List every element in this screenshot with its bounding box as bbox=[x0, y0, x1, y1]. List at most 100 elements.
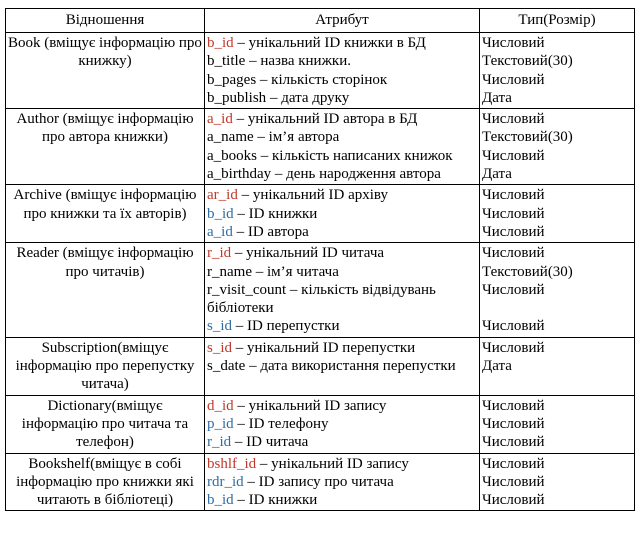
attribute-line: p_id – ID телефону bbox=[207, 415, 477, 433]
type-value: Числовий bbox=[482, 245, 545, 262]
type-cell: Числовий Числовий Числовий bbox=[479, 452, 635, 512]
type-cell: Числовий Числовий Числовий bbox=[479, 184, 635, 244]
type-value: Текстовий(30) bbox=[482, 129, 573, 146]
attribute-description: – ID перепустки bbox=[232, 318, 340, 335]
relation-cell: Author (вміщує інформацію про автора кни… bbox=[5, 108, 205, 186]
attribute-line: rdr_id – ID запису про читача bbox=[207, 473, 477, 491]
header-row: Відношення Атрибут Тип(Розмір) bbox=[5, 8, 635, 33]
attribute-description: – ім’я читача bbox=[251, 263, 339, 280]
type-value: Числовий bbox=[482, 455, 545, 472]
header-relation: Відношення bbox=[5, 8, 205, 33]
attribute-description: – унікальний ID архіву bbox=[237, 187, 389, 204]
relation-cell: Dictionary(вміщує інформацію про читача … bbox=[5, 394, 205, 454]
attribute-cell: bshlf_id – унікальний ID запису rdr_id – … bbox=[204, 452, 480, 512]
attribute-line: bshlf_id – унікальний ID запису bbox=[207, 455, 477, 473]
attribute-description: – ID книжки bbox=[233, 492, 318, 509]
attribute-cell: d_id – унікальний ID запису p_id – ID тел… bbox=[204, 394, 480, 454]
attribute-description: – унікальний ID запису bbox=[233, 397, 387, 414]
primary-key-name: r_id bbox=[207, 245, 232, 262]
table-row: Dictionary(вміщує інформацію про читача … bbox=[5, 394, 635, 454]
attribute-line: b_id – ID книжки bbox=[207, 491, 477, 509]
type-value: Дата bbox=[482, 358, 512, 375]
type-value: Числовий bbox=[482, 281, 545, 298]
attribute-line: a_name – ім’я автора bbox=[207, 128, 477, 146]
wrap-spacer bbox=[482, 299, 632, 317]
primary-key-name: a_id bbox=[207, 111, 233, 128]
primary-key-name: s_id bbox=[207, 339, 233, 356]
schema-table: Відношення Атрибут Тип(Розмір) Book (вмі… bbox=[5, 8, 635, 512]
attribute-cell: ar_id – унікальний ID архіву b_id – ID кн… bbox=[204, 184, 480, 244]
attribute-line: s_id – ID перепустки bbox=[207, 317, 477, 335]
attribute-name: b_title bbox=[207, 53, 246, 70]
attribute-line: a_id – унікальний ID автора в БД bbox=[207, 110, 477, 128]
attribute-cell: a_id – унікальний ID автора в БД a_name –… bbox=[204, 108, 480, 186]
foreign-key-name: p_id bbox=[207, 415, 234, 432]
attribute-line: a_id – ID автора bbox=[207, 223, 477, 241]
header-type: Тип(Розмір) bbox=[479, 8, 635, 33]
foreign-key-name: s_id bbox=[207, 318, 233, 335]
attribute-description: – унікальний ID запису bbox=[256, 455, 409, 472]
table-row: Book (вміщує інформацію про книжку) b_id … bbox=[5, 31, 635, 110]
attribute-description: – унікальний ID читача bbox=[231, 245, 385, 262]
header-attribute: Атрибут bbox=[204, 8, 480, 33]
attribute-line: s_id – унікальний ID перепустки bbox=[207, 339, 477, 357]
attribute-name: a_books bbox=[207, 147, 257, 164]
attribute-cell: s_id – унікальний ID перепустки s_date – … bbox=[204, 336, 480, 396]
type-value: Текстовий(30) bbox=[482, 263, 573, 280]
attribute-line: b_id – унікальний ID книжки в БД bbox=[207, 34, 477, 52]
type-cell: Числовий Дата bbox=[479, 336, 635, 396]
attribute-description: – кількість написаних книжок bbox=[257, 147, 453, 164]
relation-cell: Bookshelf(вміщує в собі інформацію про к… bbox=[5, 452, 205, 512]
attribute-description: – ID автора bbox=[232, 223, 309, 240]
attribute-name: a_name bbox=[207, 129, 254, 146]
primary-key-name: ar_id bbox=[207, 187, 238, 204]
type-value: Числовий bbox=[482, 71, 545, 88]
attribute-description: – унікальний ID перепустки bbox=[232, 339, 416, 356]
attribute-description: – унікальний ID книжки в БД bbox=[233, 35, 426, 51]
type-value: Числовий bbox=[482, 415, 545, 432]
attribute-name: r_visit_count bbox=[207, 281, 287, 298]
table-row: Author (вміщує інформацію про автора кни… bbox=[5, 108, 635, 186]
attribute-line: a_birthday – день народження автора bbox=[207, 165, 477, 183]
type-value: Числовий bbox=[482, 35, 545, 51]
foreign-key-name: b_id bbox=[207, 492, 234, 509]
attribute-description: – ім’я автора bbox=[253, 129, 340, 146]
relation-cell: Subscription(вміщує інформацію про переп… bbox=[5, 336, 205, 396]
type-value: Числовий bbox=[482, 147, 545, 164]
attribute-name: b_publish bbox=[207, 89, 267, 106]
schema-body: Book (вміщує інформацію про книжку) b_id … bbox=[5, 31, 635, 512]
attribute-description: – дата використання перепустки bbox=[245, 358, 456, 375]
foreign-key-name: rdr_id bbox=[207, 473, 244, 490]
type-value: Числовий bbox=[482, 339, 545, 356]
attribute-line: r_name – ім’я читача bbox=[207, 263, 477, 281]
attribute-name: b_pages bbox=[207, 71, 257, 88]
type-value: Числовий bbox=[482, 187, 545, 204]
attribute-description: – назва книжки. bbox=[245, 53, 352, 70]
attribute-line: b_id – ID книжки bbox=[207, 205, 477, 223]
foreign-key-name: r_id bbox=[207, 434, 232, 451]
attribute-description: – кількість відвідувань бібліотеки bbox=[207, 281, 436, 317]
attribute-line: b_pages – кількість сторінок bbox=[207, 71, 477, 89]
attribute-line: s_date – дата використання перепустки bbox=[207, 357, 477, 375]
attribute-line: b_publish – дата друку bbox=[207, 89, 477, 107]
attribute-name: s_date bbox=[207, 358, 246, 375]
attribute-description: – дата друку bbox=[266, 89, 350, 106]
attribute-description: – кількість сторінок bbox=[256, 71, 388, 88]
type-value: Числовий bbox=[482, 111, 545, 128]
attribute-cell: r_id – унікальний ID читача r_name – ім’я… bbox=[204, 242, 480, 338]
type-value: Числовий bbox=[482, 473, 545, 490]
type-value: Числовий bbox=[482, 318, 545, 335]
attribute-line: r_id – ID читача bbox=[207, 433, 477, 451]
type-value: Текстовий(30) bbox=[482, 53, 573, 70]
relation-cell: Reader (вміщує інформацію про читачів) bbox=[5, 242, 205, 338]
primary-key-name: bshlf_id bbox=[207, 455, 257, 472]
attribute-line: d_id – унікальний ID запису bbox=[207, 397, 477, 415]
primary-key-name: d_id bbox=[207, 397, 234, 414]
attribute-description: – унікальний ID автора в БД bbox=[232, 111, 418, 128]
foreign-key-name: b_id bbox=[207, 205, 234, 222]
type-value: Числовий bbox=[482, 434, 545, 451]
type-cell: Числовий Текстовий(30) Числовий Дата bbox=[479, 31, 635, 110]
primary-key-name: b_id bbox=[207, 35, 234, 51]
type-cell: Числовий Числовий Числовий bbox=[479, 394, 635, 454]
attribute-cell: b_id – унікальний ID книжки в БД b_title … bbox=[204, 31, 480, 110]
